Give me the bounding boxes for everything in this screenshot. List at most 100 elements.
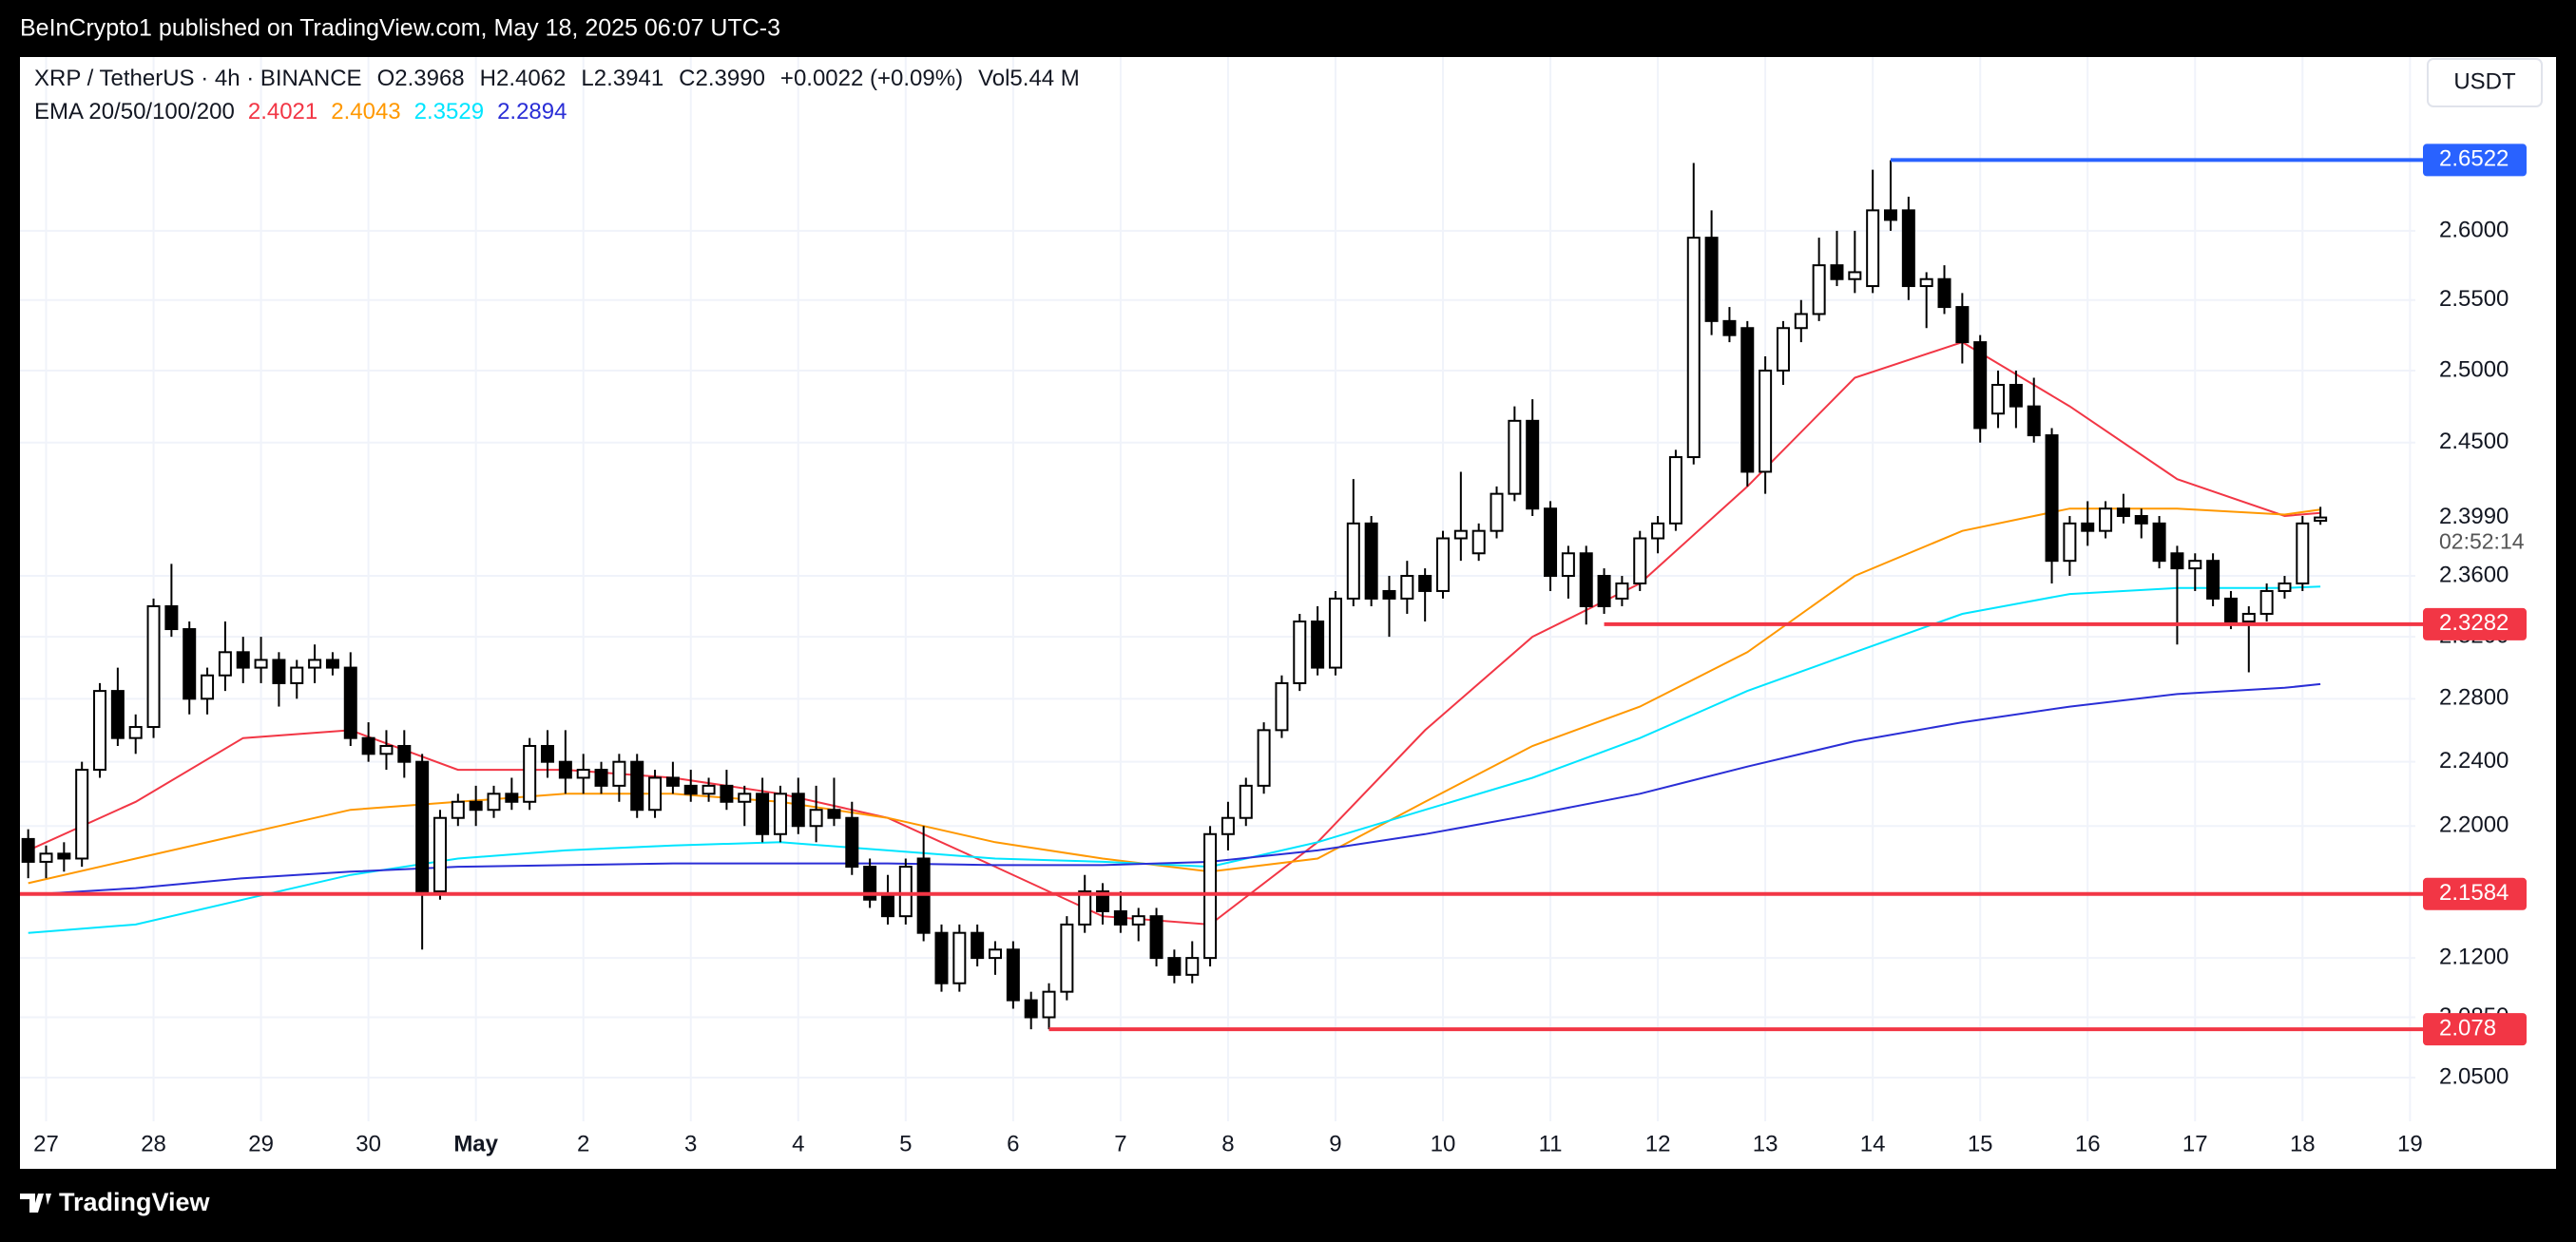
candle-body xyxy=(1149,915,1163,960)
levels xyxy=(20,158,2423,1032)
y-tick-label: 2.3600 xyxy=(2439,562,2509,587)
countdown: 02:52:14 xyxy=(2439,529,2525,554)
candle-body xyxy=(1955,306,1970,344)
candle-body xyxy=(1830,264,1844,280)
candle-body xyxy=(1131,915,1145,926)
candle-body xyxy=(1311,620,1325,669)
level-label: 2.078 xyxy=(2439,1015,2496,1041)
candle-body xyxy=(1597,575,1611,607)
candle-body xyxy=(1471,529,1486,555)
candle-body xyxy=(2188,560,2202,570)
candle-body xyxy=(576,769,590,779)
candle-body xyxy=(1973,341,1988,430)
y-tick-label: 2.5500 xyxy=(2439,286,2509,312)
candle-body xyxy=(451,800,465,819)
candle-body xyxy=(2170,552,2184,570)
candle-body xyxy=(379,744,394,755)
ema-value: 2.4021 xyxy=(248,99,317,124)
x-tick-label: 6 xyxy=(1007,1131,1019,1156)
x-tick-label: 30 xyxy=(356,1131,381,1156)
candle-body xyxy=(1364,522,1378,600)
candle-body xyxy=(1901,209,1915,288)
currency-button[interactable] xyxy=(2427,58,2543,107)
candle-body xyxy=(1490,492,1504,532)
x-tick-label: 8 xyxy=(1221,1131,1234,1156)
candle-body xyxy=(2241,612,2256,622)
candle-body xyxy=(201,674,215,700)
level-label-box xyxy=(2423,607,2527,640)
candle-body xyxy=(630,760,644,812)
legend-ohlc: XRP / TetherUS · 4h · BINANCE O2.3968 H2.4… xyxy=(34,66,1080,91)
candle-body xyxy=(720,784,734,803)
candle-body xyxy=(827,809,841,819)
candle-body xyxy=(1579,552,1593,607)
candle-body xyxy=(971,931,985,960)
x-tick-label: 16 xyxy=(2075,1131,2101,1156)
candle-body xyxy=(2223,597,2238,622)
candle-body xyxy=(1418,575,1432,592)
candle-body xyxy=(164,604,179,631)
x-tick-label: 9 xyxy=(1329,1131,1341,1156)
candle-body xyxy=(863,866,877,901)
x-tick-label: 5 xyxy=(899,1131,912,1156)
candle-body xyxy=(773,793,787,835)
candle-body xyxy=(1722,319,1737,336)
candle-body xyxy=(1848,271,1862,280)
candle-body xyxy=(756,793,770,835)
candle-body xyxy=(505,793,519,803)
candle-body xyxy=(541,744,555,763)
candle-body xyxy=(2027,405,2041,437)
candle-body xyxy=(183,628,197,700)
candle-body xyxy=(1042,990,1056,1019)
candle-body xyxy=(898,866,913,918)
candle-body xyxy=(738,793,752,803)
candle-body xyxy=(1060,923,1074,993)
candle-body xyxy=(934,931,949,984)
candle-body xyxy=(1221,816,1235,835)
candle-body xyxy=(1203,832,1218,960)
candle-body xyxy=(2063,522,2077,563)
candle-body xyxy=(1740,327,1755,473)
panel xyxy=(20,57,2556,1169)
candle-body xyxy=(110,690,125,739)
legend-ema: EMA 20/50/100/200 2.4021 2.4043 2.3529 2.289… xyxy=(34,99,567,124)
x-tick-label: 13 xyxy=(1753,1131,1778,1156)
candle-body xyxy=(1759,369,1773,473)
y-tick-label: 2.4500 xyxy=(2439,429,2509,454)
candle-body xyxy=(1668,456,1682,525)
candle-body xyxy=(809,809,823,828)
logo-shape xyxy=(20,1194,51,1213)
candle-body xyxy=(989,948,1003,960)
candle-body xyxy=(1453,529,1468,540)
candle-body xyxy=(487,793,501,812)
candle-body xyxy=(1526,419,1540,510)
candle-body xyxy=(1633,537,1647,584)
candle-body xyxy=(2278,582,2292,592)
candle-body xyxy=(1919,277,1933,288)
candle-body xyxy=(665,776,680,787)
candle-body xyxy=(146,604,161,729)
candle-body xyxy=(2134,515,2148,525)
ohlc-value: L2.3941 xyxy=(581,66,663,91)
candle-body xyxy=(21,837,35,863)
candle-body xyxy=(648,776,663,812)
x-tick-label: 7 xyxy=(1114,1131,1126,1156)
candle-body xyxy=(1239,784,1253,819)
candle-body xyxy=(75,769,89,860)
candle-body xyxy=(702,784,716,795)
candle-body xyxy=(880,893,894,918)
candle-body xyxy=(1544,507,1558,578)
candle-body xyxy=(325,659,339,669)
ohlc-value: O2.3968 xyxy=(377,66,465,91)
currency[interactable]: USDT xyxy=(2453,68,2516,94)
x-tick-label: 17 xyxy=(2182,1131,2208,1156)
candle-body xyxy=(1382,589,1396,600)
candle-body xyxy=(254,659,268,669)
candle-body xyxy=(683,784,698,795)
candle-body xyxy=(2152,522,2166,563)
candle-body xyxy=(2259,589,2274,615)
candle-body xyxy=(558,760,572,779)
candle-body xyxy=(39,852,53,863)
candle-body xyxy=(57,852,71,860)
